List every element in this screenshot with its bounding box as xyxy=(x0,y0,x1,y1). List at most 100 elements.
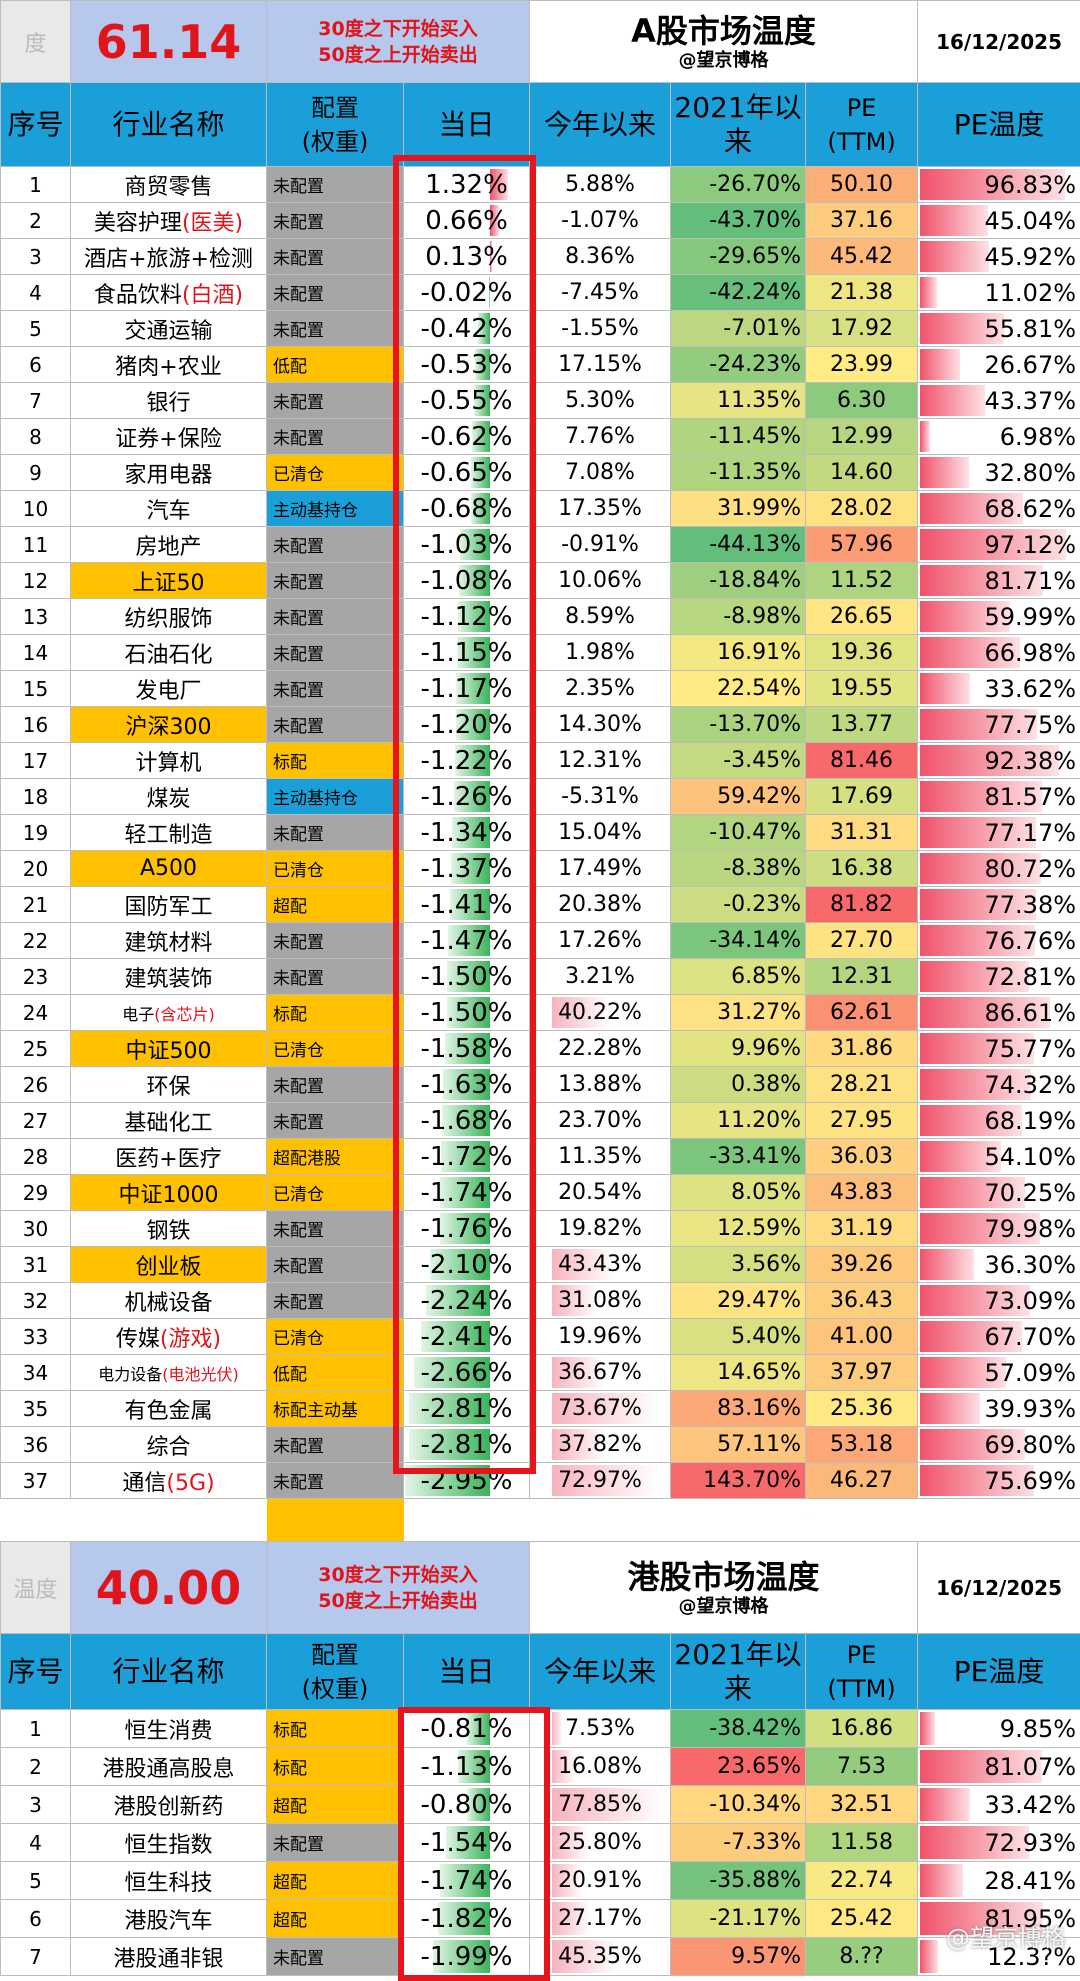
pe-temp-cell: 33.42% xyxy=(917,1785,1080,1824)
config-cell: 主动基持仓 xyxy=(266,778,404,815)
table-row: 27 基础化工 未配置 -1.68% 23.70% 11.20% 27.95 68.19% xyxy=(0,1102,1080,1139)
pe-text: 27.70 xyxy=(830,928,894,953)
config-cell: 已清仓 xyxy=(266,454,404,491)
industry-name-text: 计算机 xyxy=(135,750,202,776)
pe-temp-cell: 86.61% xyxy=(917,994,1080,1031)
config-cell: 未配置 xyxy=(266,1937,404,1976)
row-index-text: 20 xyxy=(22,856,49,881)
pe-cell: 25.42 xyxy=(805,1899,919,1938)
day-change-text: -1.03% xyxy=(420,529,513,560)
row-index-text: 18 xyxy=(22,784,49,809)
day-change-cell: -0.02% xyxy=(402,274,531,311)
table-row: 8 证券+保险 未配置 -0.62% 7.76% -11.45% 12.99 6.98% xyxy=(0,418,1080,455)
since-2021-cell: 16.91% xyxy=(670,634,807,671)
table-row: 11 房地产 未配置 -1.03% -0.91% -44.13% 57.96 97.12% xyxy=(0,526,1080,563)
config-cell: 未配置 xyxy=(266,670,404,707)
pe-temp-bar xyxy=(920,205,989,236)
industry-name: 钢铁 xyxy=(70,1210,267,1247)
row-index-text: 22 xyxy=(22,928,49,953)
since-2021-cell: 0.38% xyxy=(670,1066,807,1103)
day-change-bar xyxy=(490,169,508,200)
config-text: 未配置 xyxy=(273,177,324,197)
day-change-cell: 0.13% xyxy=(402,238,531,275)
ytd-cell: -7.45% xyxy=(529,274,672,311)
pe-text: 21.38 xyxy=(830,280,894,305)
pe-temp-cell: 66.98% xyxy=(917,634,1080,671)
industry-name: 轻工制造 xyxy=(70,814,267,851)
table-row: 35 有色金属 标配主动基 -2.81% 73.67% 83.16% 25.36 39.93% xyxy=(0,1390,1080,1427)
day-change-bar xyxy=(471,493,490,524)
pe-text: 12.31 xyxy=(830,964,894,989)
day-change-text: -1.15% xyxy=(420,637,513,668)
pe-temp-bar xyxy=(920,241,990,272)
config-text: 未配置 xyxy=(273,717,324,737)
row-index: 5 xyxy=(0,1861,71,1900)
pe-cell: 53.18 xyxy=(805,1426,919,1463)
industry-name-text: 猪肉+农业 xyxy=(115,354,222,380)
since-2021-text: 59.42% xyxy=(717,784,802,809)
ytd-cell: 13.88% xyxy=(529,1066,672,1103)
config-text: 标配 xyxy=(273,1005,307,1025)
pe-cell: 31.86 xyxy=(805,1030,919,1067)
pe-temp-bar xyxy=(920,493,1024,524)
pe-cell: 17.69 xyxy=(805,778,919,815)
config-cell: 已清仓 xyxy=(266,850,404,887)
table-row: 2 港股通高股息 标配 -1.13% 16.08% 23.65% 7.53 81.07% xyxy=(0,1747,1080,1786)
hk-share-table: 温度 40.00 30度之下开始买入 50度之上开始卖出 港股市场温度 @望京博格 16/1… xyxy=(0,1541,1080,1976)
pe-temp-bar xyxy=(920,457,970,488)
day-change-cell: -1.15% xyxy=(402,634,531,671)
industry-name: 有色金属 xyxy=(70,1390,267,1427)
pe-temp-text: 77.38% xyxy=(984,890,1077,919)
pe-cell: 7.53 xyxy=(805,1747,919,1786)
row-index: 34 xyxy=(0,1354,71,1391)
row-index-text: 16 xyxy=(22,712,49,737)
row-index-text: 21 xyxy=(22,892,49,917)
buy-sell-note: 30度之下开始买入 50度之上开始卖出 xyxy=(265,1541,531,1634)
config-text: 未配置 xyxy=(273,321,324,341)
pe-temp-text: 92.38% xyxy=(984,746,1077,775)
ytd-bar xyxy=(552,1465,658,1496)
buy-note: 30度之下开始买入 xyxy=(318,17,478,40)
ytd-cell: 40.22% xyxy=(529,994,672,1031)
ytd-text: 31.08% xyxy=(558,1288,642,1313)
ytd-text: 43.43% xyxy=(558,1252,642,1277)
day-change-text: -2.81% xyxy=(420,1393,513,1424)
pe-text: 13.77 xyxy=(830,712,894,737)
ytd-cell: 2.35% xyxy=(529,670,672,707)
since-2021-text: -10.34% xyxy=(709,1792,802,1817)
table-row: 13 纺织服饰 未配置 -1.12% 8.59% -8.98% 26.65 59.99% xyxy=(0,598,1080,635)
table-title: 港股市场温度 @望京博格 xyxy=(529,1541,919,1634)
config-text: 超配港股 xyxy=(273,1149,341,1169)
row-index: 3 xyxy=(0,1785,71,1824)
table-row: 23 建筑装饰 未配置 -1.50% 3.21% 6.85% 12.31 72.81% xyxy=(0,958,1080,995)
day-change-bar xyxy=(467,1712,490,1745)
row-index: 13 xyxy=(0,598,71,635)
ytd-bar xyxy=(552,1357,606,1388)
ytd-bar xyxy=(552,1393,659,1424)
day-change-text: 0.66% xyxy=(425,205,508,236)
industry-name-text: 机械设备 xyxy=(124,1290,213,1316)
day-change-bar xyxy=(467,1788,490,1821)
config-text: 主动基持仓 xyxy=(273,501,358,521)
pe-temp-cell: 70.25% xyxy=(917,1174,1080,1211)
config-cell: 未配置 xyxy=(266,1246,404,1283)
industry-name-text: 通信 xyxy=(122,1470,167,1496)
score-label: 温度 xyxy=(0,1541,71,1634)
pe-temp-text: 86.61% xyxy=(984,998,1077,1027)
since-2021-text: 12.59% xyxy=(717,1216,802,1241)
table-row: 34 电力设备(电池光伏) 低配 -2.66% 36.67% 14.65% 37.97 57.… xyxy=(0,1354,1080,1391)
ytd-text: 25.80% xyxy=(558,1830,642,1855)
config-text: 标配 xyxy=(273,753,307,773)
row-index: 4 xyxy=(0,274,71,311)
pe-cell: 23.99 xyxy=(805,346,919,383)
since-2021-cell: -43.70% xyxy=(670,202,807,239)
row-index: 5 xyxy=(0,310,71,347)
pe-temp-cell: 45.92% xyxy=(917,238,1080,275)
ytd-cell: 12.31% xyxy=(529,742,672,779)
day-change-cell: -0.81% xyxy=(402,1709,531,1748)
since-2021-cell: -8.98% xyxy=(670,598,807,635)
day-change-cell: -1.72% xyxy=(402,1138,531,1175)
industry-name-text: 有色金属 xyxy=(124,1398,213,1424)
pe-text: 31.19 xyxy=(830,1216,894,1241)
ytd-cell: 17.49% xyxy=(529,850,672,887)
